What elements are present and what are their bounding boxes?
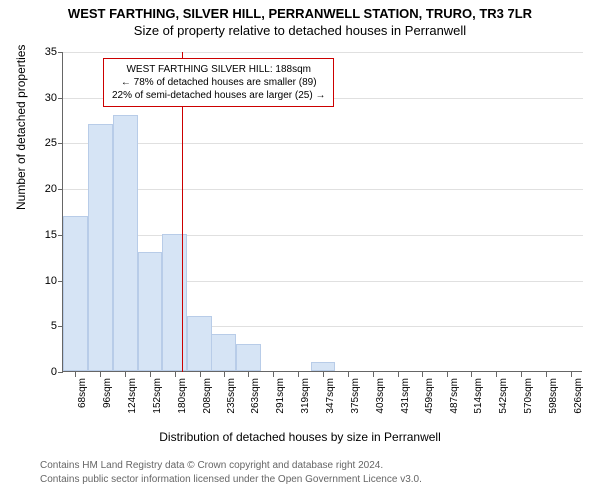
histogram-bar — [211, 334, 236, 371]
gridline — [63, 143, 583, 144]
gridline — [63, 52, 583, 53]
xtick-mark — [298, 372, 299, 377]
xtick-mark — [521, 372, 522, 377]
xtick-label: 68sqm — [77, 378, 88, 428]
xtick-mark — [546, 372, 547, 377]
histogram-bar — [63, 216, 88, 371]
xtick-label: 235sqm — [226, 378, 237, 428]
xtick-mark — [175, 372, 176, 377]
xtick-label: 347sqm — [325, 378, 336, 428]
ytick-label: 25 — [27, 137, 57, 149]
page-title: WEST FARTHING, SILVER HILL, PERRANWELL S… — [0, 0, 600, 21]
info-box-line: 22% of semi-detached houses are larger (… — [112, 89, 325, 102]
footer-copyright: Contains HM Land Registry data © Crown c… — [40, 460, 383, 471]
histogram-bar — [311, 362, 336, 371]
ytick-label: 0 — [27, 366, 57, 378]
xtick-label: 180sqm — [177, 378, 188, 428]
gridline — [63, 235, 583, 236]
xtick-label: 542sqm — [498, 378, 509, 428]
xtick-label: 459sqm — [424, 378, 435, 428]
info-box-line: ← 78% of detached houses are smaller (89… — [112, 76, 325, 89]
xtick-label: 291sqm — [275, 378, 286, 428]
histogram-bar — [162, 234, 187, 371]
xtick-mark — [224, 372, 225, 377]
ytick-mark — [58, 189, 63, 190]
xtick-mark — [447, 372, 448, 377]
xtick-mark — [323, 372, 324, 377]
xtick-mark — [348, 372, 349, 377]
xtick-label: 208sqm — [202, 378, 213, 428]
ytick-mark — [58, 372, 63, 373]
histogram-bar — [236, 344, 261, 371]
xtick-mark — [248, 372, 249, 377]
xtick-label: 263sqm — [250, 378, 261, 428]
histogram-bar — [187, 316, 212, 371]
plot-region: 0510152025303568sqm96sqm124sqm152sqm180s… — [62, 52, 582, 372]
xtick-label: 570sqm — [523, 378, 534, 428]
ytick-label: 15 — [27, 229, 57, 241]
xtick-mark — [75, 372, 76, 377]
xtick-label: 403sqm — [375, 378, 386, 428]
xtick-mark — [100, 372, 101, 377]
xtick-label: 375sqm — [350, 378, 361, 428]
xtick-label: 487sqm — [449, 378, 460, 428]
xtick-label: 96sqm — [102, 378, 113, 428]
xtick-label: 626sqm — [573, 378, 584, 428]
ytick-mark — [58, 98, 63, 99]
ytick-label: 10 — [27, 275, 57, 287]
x-axis-label: Distribution of detached houses by size … — [0, 430, 600, 444]
chart-area: 0510152025303568sqm96sqm124sqm152sqm180s… — [62, 52, 582, 412]
xtick-label: 319sqm — [300, 378, 311, 428]
histogram-bar — [138, 252, 163, 371]
xtick-label: 431sqm — [400, 378, 411, 428]
xtick-mark — [273, 372, 274, 377]
xtick-mark — [422, 372, 423, 377]
footer-licence: Contains public sector information licen… — [40, 474, 422, 485]
xtick-label: 124sqm — [127, 378, 138, 428]
xtick-mark — [471, 372, 472, 377]
xtick-label: 514sqm — [473, 378, 484, 428]
xtick-mark — [571, 372, 572, 377]
gridline — [63, 189, 583, 190]
ytick-label: 20 — [27, 183, 57, 195]
ytick-mark — [58, 143, 63, 144]
xtick-mark — [373, 372, 374, 377]
ytick-label: 30 — [27, 92, 57, 104]
xtick-mark — [125, 372, 126, 377]
ytick-label: 5 — [27, 320, 57, 332]
ytick-mark — [58, 52, 63, 53]
xtick-mark — [496, 372, 497, 377]
info-box: WEST FARTHING SILVER HILL: 188sqm← 78% o… — [103, 58, 334, 107]
y-axis-label: Number of detached properties — [14, 45, 28, 210]
xtick-mark — [398, 372, 399, 377]
xtick-mark — [200, 372, 201, 377]
xtick-mark — [150, 372, 151, 377]
histogram-bar — [88, 124, 113, 371]
histogram-bar — [113, 115, 138, 371]
ytick-label: 35 — [27, 46, 57, 58]
xtick-label: 152sqm — [152, 378, 163, 428]
info-box-line: WEST FARTHING SILVER HILL: 188sqm — [112, 63, 325, 76]
page-subtitle: Size of property relative to detached ho… — [0, 21, 600, 38]
xtick-label: 598sqm — [548, 378, 559, 428]
